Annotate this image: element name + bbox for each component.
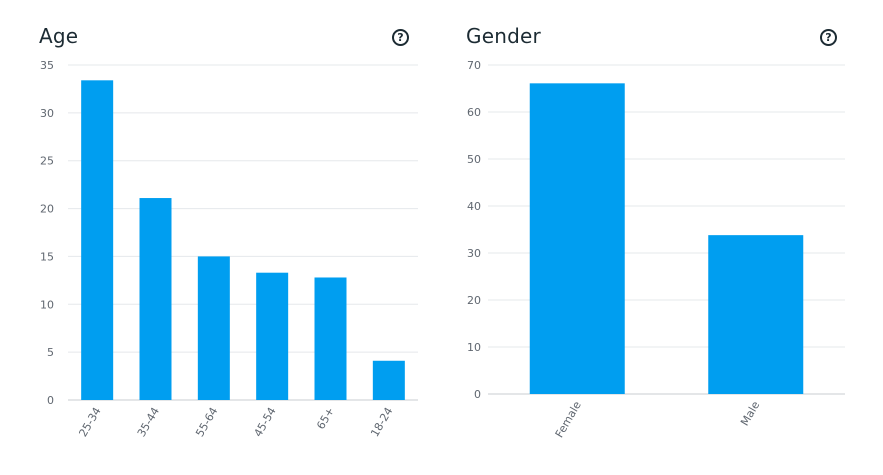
x-tick-label: 25-34 (77, 405, 104, 439)
x-tick-label: 45-54 (252, 405, 279, 439)
bar-female[interactable] (529, 83, 625, 394)
bar-65-[interactable] (314, 277, 347, 400)
age-help-icon[interactable]: ? (392, 29, 409, 46)
bar-55-64[interactable] (197, 256, 230, 400)
y-tick-label: 10 (467, 341, 481, 354)
y-tick-label: 10 (40, 298, 54, 311)
y-tick-label: 35 (40, 59, 54, 72)
y-tick-label: 15 (40, 250, 54, 263)
gender-panel: Gender ? 0 10 20 30 40 50 60 70 Female Male (440, 0, 883, 475)
gender-chart-title: Gender (466, 24, 541, 48)
y-tick-label: 40 (467, 200, 481, 213)
y-tick-label: 30 (40, 107, 54, 120)
age-panel: Age ? 0 5 10 15 20 25 30 35 25-34 35-44 55-64 45-54… (0, 0, 440, 475)
y-tick-label: 0 (47, 394, 54, 407)
bar-25-34[interactable] (81, 80, 114, 401)
y-tick-label: 20 (40, 203, 54, 216)
bar-male[interactable] (708, 235, 804, 394)
bar-35-44[interactable] (139, 198, 172, 400)
x-tick-label: 65+ (314, 405, 337, 432)
y-tick-label: 25 (40, 155, 54, 168)
x-tick-label: Male (738, 399, 762, 428)
y-tick-label: 70 (467, 59, 481, 72)
bar-18-24[interactable] (372, 360, 405, 400)
y-tick-label: 5 (47, 346, 54, 359)
y-tick-label: 60 (467, 106, 481, 119)
y-tick-label: 0 (474, 388, 481, 401)
bar-45-54[interactable] (256, 272, 289, 400)
x-tick-label: Female (553, 399, 584, 440)
y-tick-label: 30 (467, 247, 481, 260)
y-tick-label: 50 (467, 153, 481, 166)
gender-help-icon[interactable]: ? (820, 29, 837, 46)
x-tick-label: 55-64 (193, 405, 220, 439)
gender-bar-chart: 0 10 20 30 40 50 60 70 Female Male (467, 59, 845, 440)
age-bar-chart: 0 5 10 15 20 25 30 35 25-34 35-44 55-64 45-54 65+ 18-… (40, 59, 418, 439)
x-tick-label: 35-44 (135, 405, 162, 439)
y-tick-label: 20 (467, 294, 481, 307)
x-tick-label: 18-24 (368, 405, 395, 439)
age-chart-title: Age (39, 24, 79, 48)
